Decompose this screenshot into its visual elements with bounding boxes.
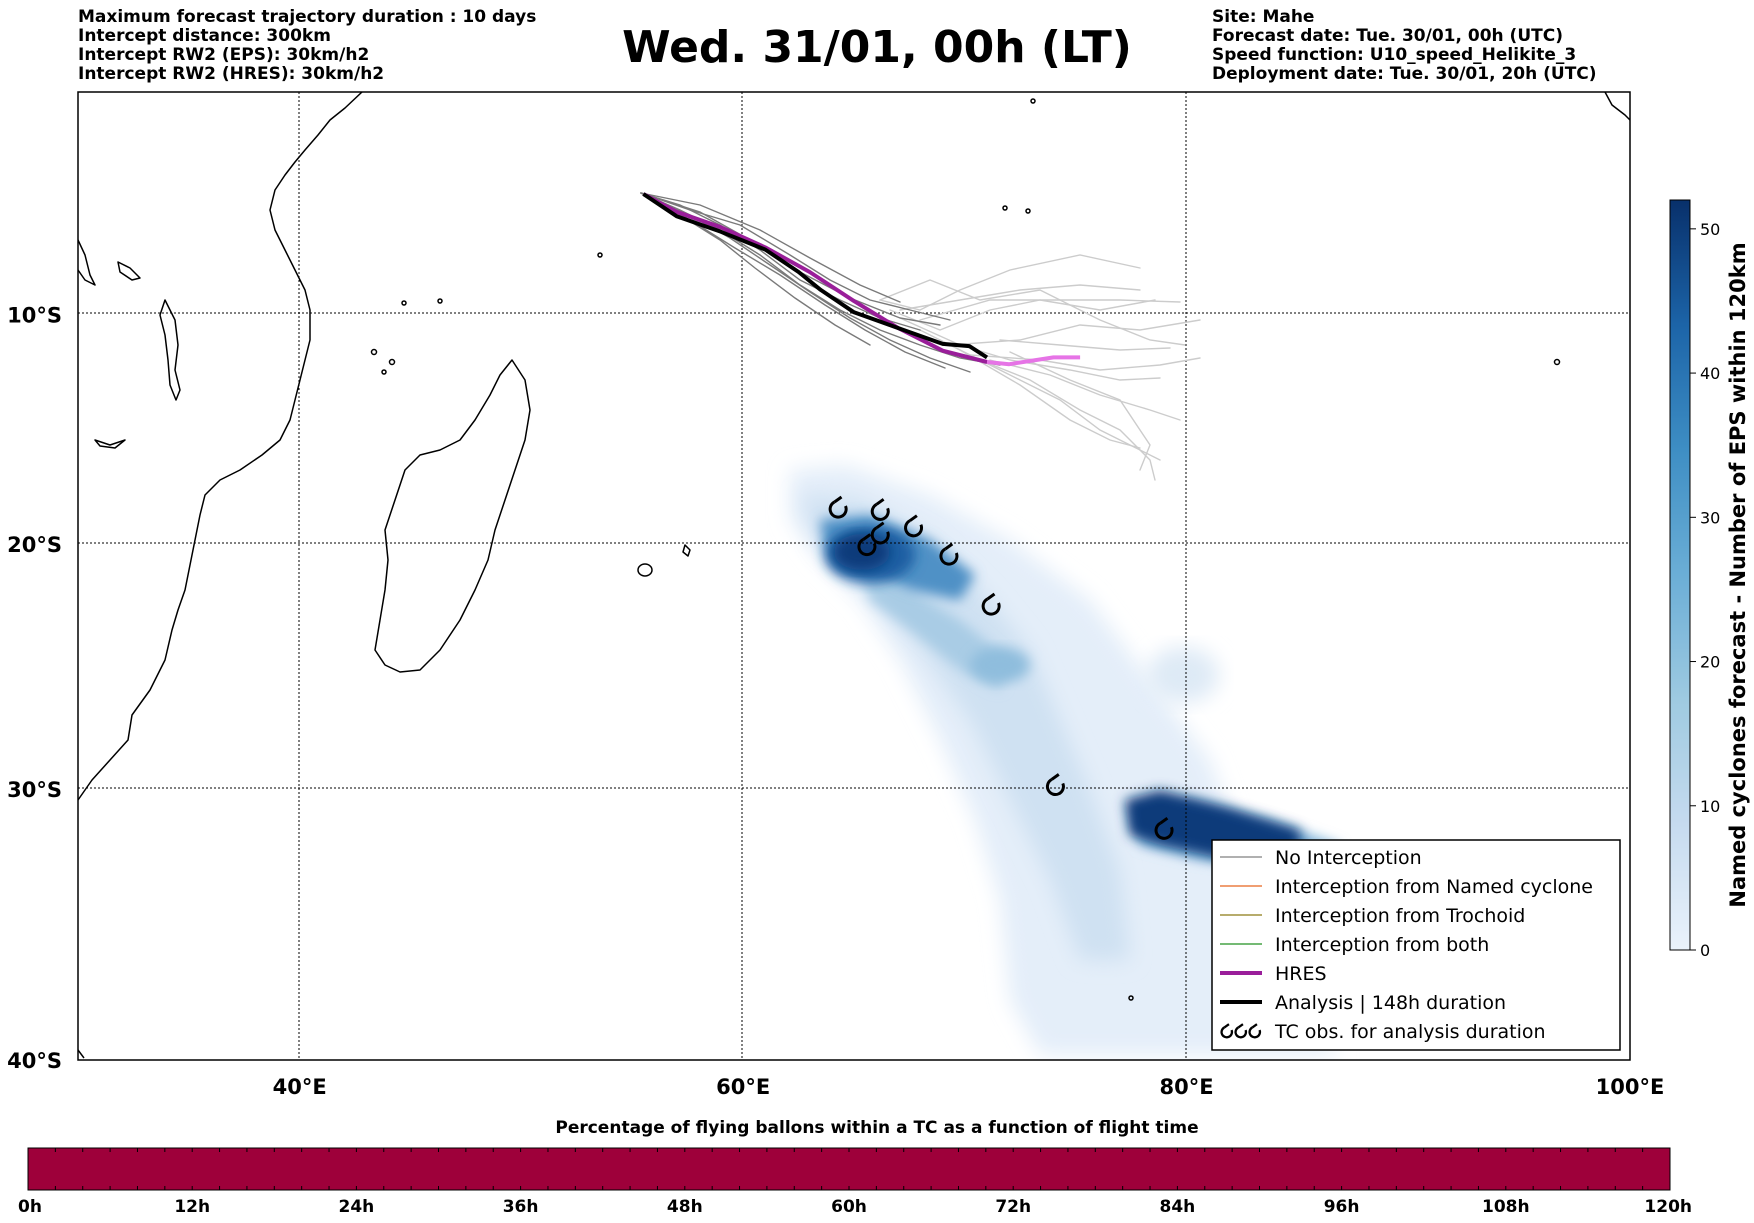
timebar-tick-label: 120h (1644, 1197, 1692, 1217)
legend-label: Analysis | 148h duration (1275, 992, 1506, 1014)
tc-observation-markers (828, 495, 1174, 840)
colorbar-tick-label: 0 (1700, 941, 1710, 960)
map-area (78, 92, 1630, 1060)
cyclone-arc (1220, 1026, 1234, 1039)
analysis-track (642, 192, 989, 360)
lon-tick-label: 100°E (1596, 1075, 1665, 1099)
colorbar-tick-label: 10 (1700, 797, 1720, 816)
lon-tick-label: 80°E (1160, 1075, 1214, 1099)
cyclone-arc (939, 547, 959, 566)
cyclone-obs-icon (828, 495, 848, 519)
header-line: Intercept distance: 300km (78, 26, 331, 46)
cyclone-arc (1154, 821, 1174, 840)
cyclone-tail (1050, 773, 1060, 781)
legend-label: Interception from both (1275, 934, 1489, 956)
cyclone-tail (1237, 1023, 1244, 1029)
hres-track-late (986, 355, 1081, 367)
timebar-tick-label: 108h (1482, 1197, 1530, 1217)
timebar-tick-label: 84h (1160, 1197, 1196, 1217)
cyclone-arc (904, 519, 923, 538)
cyclone-tail (833, 495, 843, 504)
timebar-tick-label: 24h (339, 1197, 375, 1217)
cyclone-tail (1159, 816, 1169, 825)
map-title: Wed. 31/01, 00h (LT) (622, 22, 1132, 73)
cyclone-arc (1248, 1026, 1262, 1039)
cyclone-tail (875, 498, 885, 506)
timebar-minor-ticks (27, 1148, 1671, 1190)
cyclone-icon (1234, 1023, 1248, 1039)
legend-label: No Interception (1275, 847, 1422, 869)
legend-label: Interception from Named cyclone (1275, 876, 1593, 898)
lat-tick-label: 40°S (7, 1049, 62, 1073)
colorbar-tick-label: 50 (1700, 220, 1720, 239)
lon-tick-label: 60°E (716, 1075, 770, 1099)
cyclone-arc (981, 597, 1001, 616)
colorbar-tick-label: 30 (1700, 508, 1720, 527)
header-info-right: Site: Mahe Forecast date: Tue. 30/01, 00… (1212, 8, 1597, 84)
lat-tick-label: 10°S (7, 304, 62, 328)
cyclone-arc (870, 502, 890, 521)
legend-label: Interception from Trochoid (1275, 905, 1525, 927)
legend-box (1211, 839, 1621, 1051)
cyclone-tail (986, 592, 996, 601)
cyclone-obs-icon (904, 514, 923, 538)
legend-label: HRES (1275, 963, 1327, 985)
colorbar: 0 10 20 30 40 50 Named cyclones forecast - Nu… (1669, 199, 1750, 960)
cyclone-arc (828, 500, 848, 519)
hres-track (642, 192, 988, 364)
colorbar-tick-label: 20 (1700, 653, 1720, 672)
timebar-tick-label: 0h (18, 1197, 42, 1217)
cyclone-tail (944, 542, 954, 551)
header-line: Deployment date: Tue. 30/01, 20h (UTC) (1212, 64, 1597, 84)
cyclone-obs-icon (1045, 773, 1065, 797)
header-line: Forecast date: Tue. 30/01, 00h (UTC) (1212, 26, 1563, 46)
cyclone-tail (862, 533, 872, 541)
lat-tick-label: 30°S (7, 778, 62, 802)
legend: No Interception Interception from Named c… (1211, 839, 1621, 1051)
cyclone-obs-icon (870, 498, 890, 521)
cyclone-obs-icon (870, 521, 890, 545)
cyclone-icon (1220, 1023, 1234, 1039)
cyclone-tail (909, 514, 918, 522)
cyclone-tail (1223, 1023, 1230, 1029)
cyclone-tail (1251, 1023, 1258, 1029)
timebar-tick-label: 60h (831, 1197, 867, 1217)
colorbar-label: Named cyclones forecast - Number of EPS … (1726, 242, 1750, 907)
map-frame (77, 91, 1631, 1061)
timebar-tick-label: 72h (995, 1197, 1031, 1217)
header-line: Intercept RW2 (EPS): 30km/h2 (78, 45, 370, 65)
cyclone-arc (1045, 778, 1065, 797)
cyclone-arc (1234, 1026, 1248, 1039)
timebar-tick-label: 48h (667, 1197, 703, 1217)
cyclone-obs-icon (939, 542, 959, 566)
cyclone-tail (875, 521, 885, 530)
cyclone-obs-icon (857, 533, 877, 557)
cyclone-arc (870, 526, 890, 545)
timebar-tick-label: 36h (503, 1197, 539, 1217)
timebar: Percentage of flying ballons within a TC… (18, 1118, 1692, 1217)
timebar-title: Percentage of flying ballons within a TC… (555, 1118, 1198, 1138)
header-line: Maximum forecast trajectory duration : 1… (78, 7, 537, 27)
cyclone-arc (857, 538, 877, 557)
timebar-fill (27, 1147, 1671, 1191)
cyclone-obs-icon (1154, 816, 1174, 840)
lat-tick-label: 20°S (7, 533, 62, 557)
timebar-tick-label: 12h (174, 1197, 210, 1217)
colorbar-ramp (1669, 199, 1691, 951)
header-line: Site: Mahe (1212, 7, 1315, 27)
coastlines (78, 92, 1630, 1059)
axis-labels: 40°E 60°E 80°E 100°E 10°S 20°S 30°S 40°S (7, 304, 1664, 1099)
legend-label: TC obs. for analysis duration (1274, 1021, 1546, 1043)
lon-tick-label: 40°E (273, 1075, 327, 1099)
header-info-left: Maximum forecast trajectory duration : 1… (78, 8, 536, 84)
cyclone-icon (1248, 1023, 1262, 1039)
graticule (78, 92, 1630, 1060)
header-line: Intercept RW2 (HRES): 30km/h2 (78, 64, 385, 84)
timebar-tick-label: 96h (1324, 1197, 1360, 1217)
colorbar-tick-label: 40 (1700, 364, 1720, 383)
cyclone-obs-icon (981, 592, 1001, 616)
header-line: Speed function: U10_speed_Helikite_3 (1212, 45, 1577, 65)
